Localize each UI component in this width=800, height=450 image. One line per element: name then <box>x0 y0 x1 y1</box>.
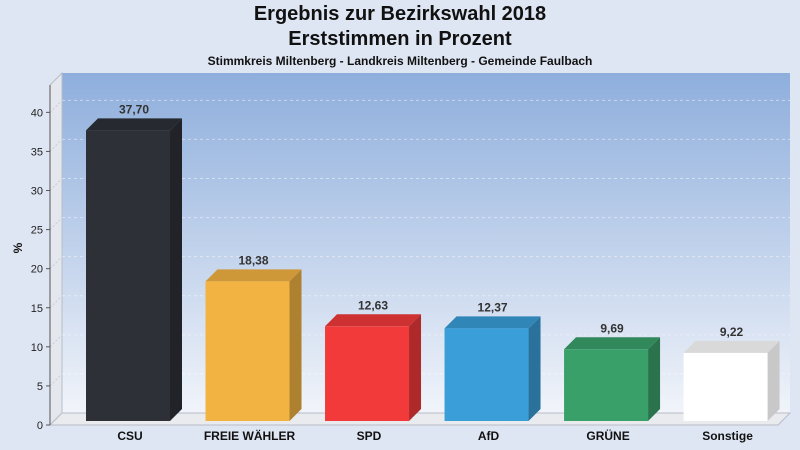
y-tick-label: 0 <box>37 420 43 432</box>
x-tick-label: FREIE WÄHLER <box>204 428 296 443</box>
bar-spd <box>325 326 410 421</box>
chart-subtitle: Erststimmen in Prozent <box>288 28 512 50</box>
data-label: 9,22 <box>720 325 744 339</box>
y-axis: 0 5 10 15 20 25 30 35 40 <box>31 85 51 432</box>
bar-side <box>409 314 422 421</box>
y-tick-label: 20 <box>31 264 43 276</box>
data-label: 18,38 <box>238 253 268 267</box>
data-label: 12,63 <box>358 298 388 312</box>
grid-line-side <box>49 256 63 270</box>
y-tick-label: 40 <box>31 107 43 119</box>
y-tick-label: 35 <box>31 146 43 158</box>
y-axis-label: % <box>11 242 25 253</box>
grid-line-side <box>49 217 63 230</box>
x-tick-label: Sonstige <box>702 429 753 443</box>
grid-line-side <box>49 334 63 348</box>
chart-caption: Stimmkreis Miltenberg - Landkreis Milten… <box>207 54 593 68</box>
grid-line-side <box>49 295 63 309</box>
plot-background <box>62 73 790 413</box>
grid-line-side <box>49 139 63 152</box>
y-tick-label: 25 <box>31 225 43 237</box>
chart-title: Ergebnis zur Bezirkswahl 2018 <box>253 3 547 25</box>
bar-side <box>767 340 780 421</box>
bar-freie-wähler <box>205 281 290 421</box>
y-tick-label: 30 <box>31 186 43 198</box>
bar-side <box>170 118 182 421</box>
y-tick-label: 15 <box>31 303 43 315</box>
bar-top <box>683 340 780 353</box>
grid-line-side <box>49 100 63 113</box>
data-label: 12,37 <box>478 300 508 314</box>
data-label: 37,70 <box>119 102 149 116</box>
x-tick-label: GRÜNE <box>586 428 629 443</box>
bar-top <box>325 314 422 327</box>
bar-grüne <box>564 349 649 421</box>
bars <box>86 118 780 422</box>
grid-line-side <box>49 373 63 387</box>
bar-top <box>564 337 661 350</box>
bar-sonstige <box>683 352 768 421</box>
bar-side <box>648 337 661 421</box>
labels: 37,70 CSU 18,38 FREIE WÄHLER 12,63 SPD 12,37 Af… <box>117 102 753 443</box>
bar-top <box>205 269 302 282</box>
x-tick-label: CSU <box>117 429 142 443</box>
bar-top <box>86 118 182 131</box>
x-tick-label: AfD <box>478 429 500 443</box>
y-tick-label: 5 <box>37 381 43 393</box>
x-tick-label: SPD <box>357 429 382 443</box>
grid-line-side <box>49 178 63 191</box>
bar-top <box>444 316 541 329</box>
y-tick-label: 10 <box>31 342 43 354</box>
side-wall <box>49 71 63 427</box>
bar-side <box>528 316 541 421</box>
data-label: 9,69 <box>600 321 624 335</box>
bar-afd <box>444 328 529 421</box>
bar-side <box>289 269 302 421</box>
bar-csu <box>86 130 170 422</box>
